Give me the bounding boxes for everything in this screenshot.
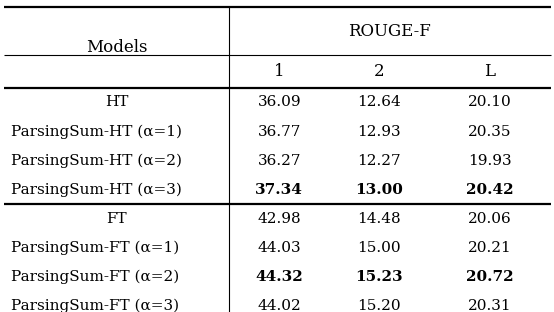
Text: ParsingSum-HT (α=3): ParsingSum-HT (α=3) — [11, 182, 182, 197]
Text: ParsingSum-FT (α=2): ParsingSum-FT (α=2) — [11, 269, 179, 284]
Text: 15.00: 15.00 — [357, 241, 401, 255]
Text: HT: HT — [105, 95, 128, 110]
Text: 13.00: 13.00 — [355, 183, 403, 197]
Text: 14.48: 14.48 — [357, 212, 401, 226]
Text: 15.23: 15.23 — [355, 270, 403, 284]
Text: ROUGE-F: ROUGE-F — [348, 22, 432, 40]
Text: 20.35: 20.35 — [468, 124, 511, 139]
Text: 15.20: 15.20 — [357, 299, 401, 312]
Text: 20.31: 20.31 — [468, 299, 511, 312]
Text: 20.72: 20.72 — [466, 270, 514, 284]
Text: 37.34: 37.34 — [255, 183, 303, 197]
Text: 12.27: 12.27 — [357, 154, 401, 168]
Text: 44.02: 44.02 — [257, 299, 301, 312]
Text: ParsingSum-HT (α=2): ParsingSum-HT (α=2) — [11, 153, 182, 168]
Text: 44.03: 44.03 — [258, 241, 301, 255]
Text: ParsingSum-HT (α=1): ParsingSum-HT (α=1) — [11, 124, 182, 139]
Text: 2: 2 — [374, 63, 384, 80]
Text: ParsingSum-FT (α=1): ParsingSum-FT (α=1) — [11, 240, 179, 255]
Text: Models: Models — [86, 39, 147, 56]
Text: 36.27: 36.27 — [258, 154, 301, 168]
Text: 20.42: 20.42 — [466, 183, 514, 197]
Text: 36.09: 36.09 — [258, 95, 301, 110]
Text: 42.98: 42.98 — [258, 212, 301, 226]
Text: L: L — [484, 63, 495, 80]
Text: FT: FT — [106, 212, 127, 226]
Text: 1: 1 — [274, 63, 285, 80]
Text: 20.21: 20.21 — [468, 241, 511, 255]
Text: ParsingSum-FT (α=3): ParsingSum-FT (α=3) — [11, 298, 179, 312]
Text: 12.64: 12.64 — [357, 95, 401, 110]
Text: 44.32: 44.32 — [255, 270, 303, 284]
Text: 12.93: 12.93 — [357, 124, 401, 139]
Text: 20.06: 20.06 — [468, 212, 511, 226]
Text: 20.10: 20.10 — [468, 95, 511, 110]
Text: 36.77: 36.77 — [258, 124, 301, 139]
Text: 19.93: 19.93 — [468, 154, 511, 168]
